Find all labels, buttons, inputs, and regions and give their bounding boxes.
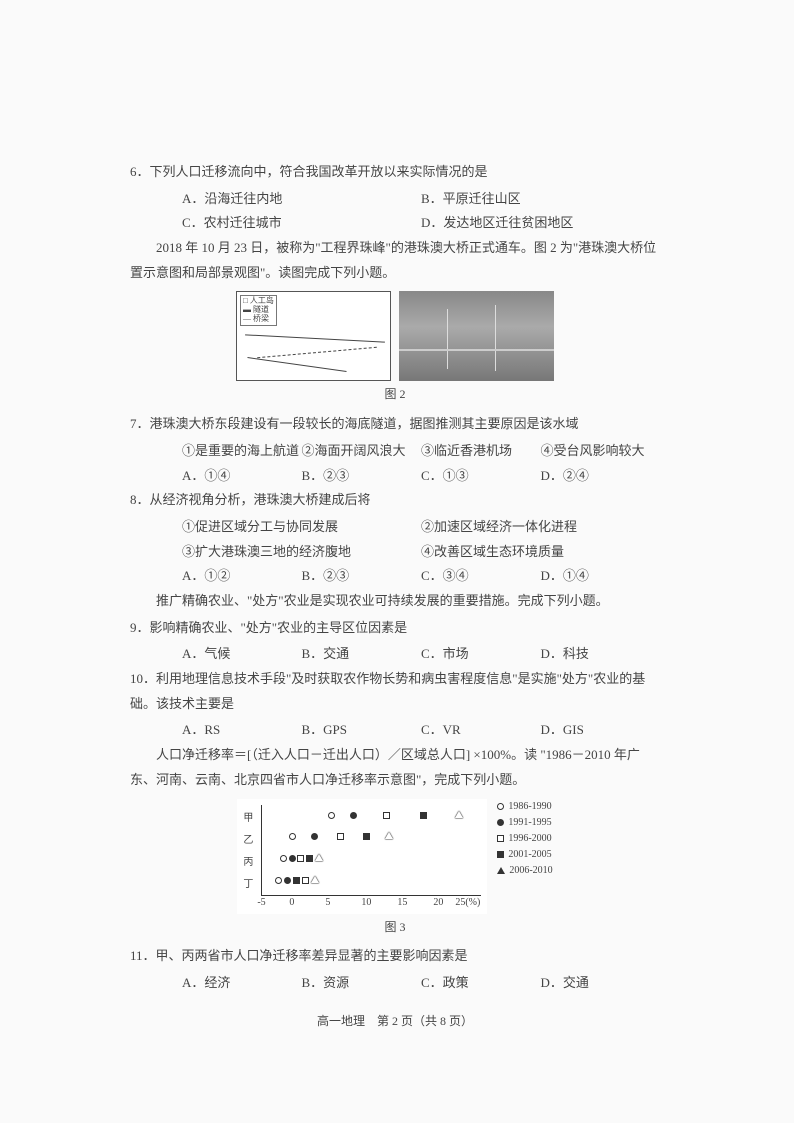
q10-opt-c: C．VR xyxy=(421,718,541,743)
q8-s4: ④改善区域生态环境质量 xyxy=(421,540,660,565)
legend-2: 1996-2000 xyxy=(508,831,551,847)
q6-stem: 6．下列人口迁移流向中，符合我国改革开放以来实际情况的是 xyxy=(130,160,660,185)
chart-x-0: -5 xyxy=(257,893,265,912)
chart-x-5: 20 xyxy=(433,893,443,912)
legend-1: 1991-1995 xyxy=(508,815,551,831)
migration-chart: 甲 乙 丙 丁 -5 0 5 10 15 20 25(%) xyxy=(237,799,487,914)
q8-opt-b: B．②③ xyxy=(302,564,422,589)
q6-opt-d: D．发达地区迁往贫困地区 xyxy=(421,211,660,236)
chart-x-2: 5 xyxy=(325,893,330,912)
intro-bridge: 2018 年 10 月 23 日，被称为"工程界珠峰"的港珠澳大桥正式通车。图 … xyxy=(130,236,660,285)
q7-opt-a: A．①④ xyxy=(182,464,302,489)
q10-stem: 10．利用地理信息技术手段"及时获取农作物长势和病虫害程度信息"是实施"处方"农… xyxy=(130,667,660,716)
q11-opt-c: C．政策 xyxy=(421,971,541,996)
q10-opt-a: A．RS xyxy=(182,718,302,743)
figure-3: 甲 乙 丙 丁 -5 0 5 10 15 20 25(%) 1986-1990 … xyxy=(130,799,660,914)
intro-agri: 推广精确农业、"处方"农业是实现农业可持续发展的重要措施。完成下列小题。 xyxy=(130,589,660,614)
chart-legend: 1986-1990 1991-1995 1996-2000 2001-2005 … xyxy=(497,799,552,914)
legend-4: 2006-2010 xyxy=(509,863,552,879)
bridge-map: □ 人工岛 ▬ 隧道 — 桥梁 xyxy=(236,291,391,381)
intro-migration: 人口净迁移率＝[（迁入人口－迁出人口）／区域总人口] ×100%。读 "1986… xyxy=(130,743,660,792)
chart-y-yi: 乙 xyxy=(243,831,253,850)
chart-y-ding: 丁 xyxy=(243,875,253,894)
legend-0: 1986-1990 xyxy=(508,799,551,815)
chart-y-jia: 甲 xyxy=(243,809,253,828)
chart-x-6: 25(%) xyxy=(455,893,480,912)
q7-s2: ②海面开阔风浪大 xyxy=(302,439,422,464)
q11-stem: 11．甲、丙两省市人口净迁移率差异显著的主要影响因素是 xyxy=(130,944,660,969)
map-legend-3: — 桥梁 xyxy=(243,315,274,324)
q7-stem: 7．港珠澳大桥东段建设有一段较长的海底隧道，据图推测其主要原因是该水域 xyxy=(130,412,660,437)
q8-opt-d: D．①④ xyxy=(541,564,661,589)
q11-opt-d: D．交通 xyxy=(541,971,661,996)
chart-x-1: 0 xyxy=(289,893,294,912)
q8-s3: ③扩大港珠澳三地的经济腹地 xyxy=(182,540,421,565)
q7-opt-d: D．②④ xyxy=(541,464,661,489)
q10-opt-d: D．GIS xyxy=(541,718,661,743)
figure-2: □ 人工岛 ▬ 隧道 — 桥梁 xyxy=(130,291,660,381)
q7-s4: ④受台风影响较大 xyxy=(541,439,661,464)
q9-opt-d: D．科技 xyxy=(541,642,661,667)
q8-s1: ①促进区域分工与协同发展 xyxy=(182,515,421,540)
q11-opt-a: A．经济 xyxy=(182,971,302,996)
q7-s1: ①是重要的海上航道 xyxy=(182,439,302,464)
q6-opt-a: A．沿海迁往内地 xyxy=(182,187,421,212)
q6-opt-b: B．平原迁往山区 xyxy=(421,187,660,212)
q8-s2: ②加速区域经济一体化进程 xyxy=(421,515,660,540)
chart-x-4: 15 xyxy=(397,893,407,912)
page-footer: 高一地理 第 2 页（共 8 页） xyxy=(130,1010,660,1033)
map-legend-box: □ 人工岛 ▬ 隧道 — 桥梁 xyxy=(240,295,277,325)
q9-opt-b: B．交通 xyxy=(302,642,422,667)
chart-y-bing: 丙 xyxy=(243,853,253,872)
q7-opt-b: B．②③ xyxy=(302,464,422,489)
q7-s3: ③临近香港机场 xyxy=(421,439,541,464)
bridge-photo xyxy=(399,291,554,381)
q10-opt-b: B．GPS xyxy=(302,718,422,743)
q7-opt-c: C．①③ xyxy=(421,464,541,489)
q8-opt-a: A．①② xyxy=(182,564,302,589)
q9-opt-a: A．气候 xyxy=(182,642,302,667)
q8-stem: 8．从经济视角分析，港珠澳大桥建成后将 xyxy=(130,488,660,513)
figure-3-label: 图 3 xyxy=(130,916,660,939)
q6-opt-c: C．农村迁往城市 xyxy=(182,211,421,236)
chart-x-3: 10 xyxy=(361,893,371,912)
q8-opt-c: C．③④ xyxy=(421,564,541,589)
q11-opt-b: B．资源 xyxy=(302,971,422,996)
figure-2-label: 图 2 xyxy=(130,383,660,406)
q9-opt-c: C．市场 xyxy=(421,642,541,667)
legend-3: 2001-2005 xyxy=(508,847,551,863)
q9-stem: 9．影响精确农业、"处方"农业的主导区位因素是 xyxy=(130,616,660,641)
